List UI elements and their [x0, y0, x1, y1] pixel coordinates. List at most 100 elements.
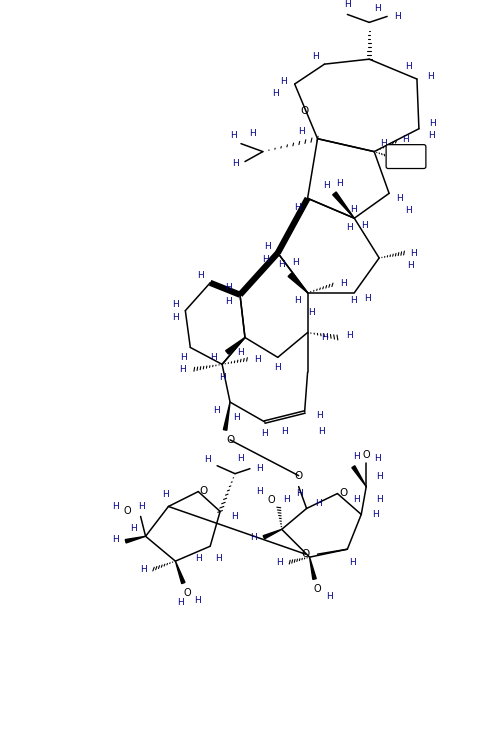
Text: H: H	[215, 553, 221, 562]
Text: H: H	[410, 249, 417, 258]
Text: H: H	[428, 71, 434, 80]
Text: O: O	[124, 506, 132, 517]
Text: H: H	[396, 194, 402, 203]
Text: H: H	[374, 4, 381, 13]
Text: H: H	[264, 242, 271, 251]
Text: H: H	[250, 129, 256, 138]
Text: H: H	[233, 412, 240, 421]
Text: H: H	[298, 127, 305, 136]
Text: H: H	[372, 510, 379, 519]
Text: //: //	[398, 151, 404, 160]
Polygon shape	[352, 466, 366, 487]
Text: H: H	[194, 596, 201, 605]
Text: O: O	[362, 450, 370, 460]
Text: H: H	[179, 365, 186, 374]
Text: H: H	[197, 271, 204, 280]
Text: H: H	[336, 179, 343, 188]
Text: H: H	[429, 131, 435, 140]
Text: H: H	[251, 532, 257, 541]
Text: H: H	[140, 565, 147, 574]
Text: H: H	[195, 553, 202, 562]
Text: H: H	[237, 454, 243, 463]
Text: H: H	[380, 139, 386, 148]
Text: H: H	[394, 12, 400, 21]
Text: H: H	[321, 333, 328, 342]
Text: H: H	[374, 454, 381, 463]
Text: H: H	[408, 261, 414, 270]
Text: O: O	[226, 435, 234, 445]
Polygon shape	[310, 557, 316, 580]
Text: H: H	[280, 77, 287, 86]
Text: H: H	[364, 294, 371, 303]
Text: H: H	[323, 181, 330, 190]
Text: H: H	[273, 89, 279, 98]
Text: H: H	[376, 472, 383, 481]
Text: O: O	[339, 487, 348, 498]
Text: H: H	[210, 353, 216, 362]
Text: H: H	[353, 452, 360, 461]
Text: H: H	[276, 558, 283, 567]
Text: H: H	[237, 348, 243, 357]
Text: H: H	[256, 487, 263, 496]
Text: H: H	[138, 502, 145, 511]
Text: H: H	[308, 308, 315, 317]
Text: H: H	[262, 430, 268, 439]
Text: H: H	[229, 131, 237, 140]
Text: H: H	[312, 52, 319, 61]
Text: H: H	[349, 558, 356, 567]
Text: H: H	[232, 159, 239, 168]
Text: H: H	[350, 296, 357, 305]
Text: H: H	[326, 593, 333, 602]
Text: H: H	[112, 535, 119, 544]
Polygon shape	[125, 536, 145, 543]
Polygon shape	[288, 273, 308, 293]
Text: H: H	[340, 279, 347, 288]
Text: H: H	[219, 372, 226, 382]
Text: O: O	[314, 584, 321, 594]
Text: H: H	[294, 296, 301, 305]
Text: H: H	[172, 313, 179, 322]
Text: H: H	[177, 599, 184, 608]
Text: H: H	[316, 411, 323, 420]
Text: H: H	[225, 297, 231, 306]
Text: H: H	[204, 455, 211, 464]
Text: H: H	[430, 119, 436, 128]
Text: H: H	[180, 353, 187, 362]
Text: H: H	[231, 512, 238, 521]
Text: H: H	[283, 495, 290, 504]
Text: O: O	[295, 471, 303, 481]
Text: H: H	[296, 489, 303, 498]
Text: H: H	[112, 502, 119, 511]
Text: O: O	[268, 494, 276, 505]
Text: H: H	[406, 62, 412, 71]
FancyBboxPatch shape	[386, 145, 426, 168]
Text: H: H	[315, 499, 322, 508]
Text: H: H	[275, 363, 281, 372]
Polygon shape	[175, 561, 185, 584]
Text: H: H	[213, 406, 219, 415]
Text: H: H	[263, 255, 269, 264]
Polygon shape	[333, 192, 354, 219]
Text: H: H	[172, 300, 179, 309]
Text: H: H	[162, 490, 169, 499]
Text: H: H	[403, 135, 409, 144]
Text: H: H	[318, 427, 325, 436]
Text: H: H	[292, 258, 299, 267]
Text: H: H	[278, 261, 285, 270]
Text: H: H	[346, 331, 353, 340]
Text: H: H	[406, 206, 412, 215]
Text: O: O	[301, 549, 310, 559]
Polygon shape	[226, 337, 245, 354]
Text: H: H	[344, 0, 351, 9]
Text: H: H	[256, 464, 263, 473]
Text: H: H	[294, 203, 301, 212]
Text: H: H	[225, 283, 231, 292]
Text: O: O	[300, 106, 309, 116]
Text: H: H	[376, 495, 383, 504]
Text: //s: //s	[403, 151, 413, 160]
Text: H: H	[361, 221, 368, 230]
Polygon shape	[223, 402, 230, 430]
Polygon shape	[263, 529, 282, 539]
Text: O: O	[183, 588, 191, 598]
Text: H: H	[130, 524, 137, 533]
